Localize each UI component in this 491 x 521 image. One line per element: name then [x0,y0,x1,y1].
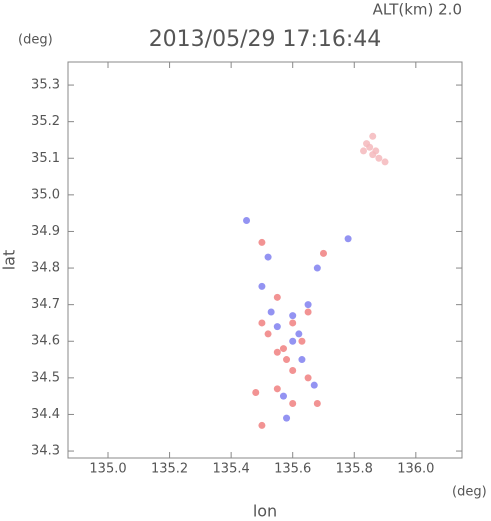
echo-point [310,381,318,389]
y-tick-label: 34.8 [31,261,60,276]
echo-point [258,282,266,290]
echo-point [273,385,281,393]
plot-frame [67,61,463,459]
echo-point [258,238,266,246]
y-tick-label: 34.5 [31,370,60,385]
x-tick-label: 135.0 [89,462,126,477]
x-unit: (deg) [452,485,487,500]
echo-point [264,253,272,261]
echo-point [289,399,297,407]
y-tick-label: 35.2 [31,114,60,129]
x-tick-label: 136.0 [397,462,434,477]
echo-point [304,308,312,316]
echo-point [313,399,321,407]
echo-point [304,301,312,309]
echo-point [252,388,260,396]
echo-point [283,356,291,364]
y-axis-label: lat [0,250,19,271]
x-tick-label: 135.4 [213,462,250,477]
y-tick-label: 34.9 [31,224,60,239]
y-tick-label: 34.6 [31,334,60,349]
echo-point [258,421,266,429]
echo-point [289,312,297,320]
y-tick-label: 34.3 [31,444,60,459]
echo-point [289,337,297,345]
echo-point [279,392,287,400]
echo-point [264,330,272,338]
y-tick-label: 35.0 [31,187,60,202]
echo-point [289,367,297,375]
echo-point [375,154,383,162]
chart-title: 2013/05/29 17:16:44 [149,27,382,52]
y-tick-label: 35.1 [31,151,60,166]
echo-point [298,356,306,364]
echo-point [258,319,266,327]
echo-point [273,293,281,301]
echo-point [369,132,377,140]
echo-point [369,151,377,159]
x-axis-label: lon [253,502,277,521]
y-tick-label: 34.7 [31,297,60,312]
x-tick-label: 135.2 [151,462,188,477]
echo-point [360,147,367,155]
echo-point [304,374,312,382]
echo-point [273,323,281,331]
echo-point [298,337,306,345]
echo-point [295,330,303,338]
echo-point [344,235,352,243]
altitude-label: ALT(km) 2.0 [373,1,462,19]
echo-point [243,216,251,224]
echo-point [289,319,297,327]
x-tick-label: 135.6 [274,462,311,477]
y-tick-label: 34.4 [31,407,60,422]
y-tick-label: 35.3 [31,78,60,93]
x-tick-label: 135.8 [336,462,373,477]
echo-point [279,345,287,353]
y-unit: (deg) [18,33,53,48]
echo-point [363,140,371,148]
echo-point [273,348,281,356]
echo-point [283,414,291,422]
echo-point [313,264,321,272]
echo-point [319,249,327,257]
echo-point [381,158,389,166]
echo-point [267,308,275,316]
